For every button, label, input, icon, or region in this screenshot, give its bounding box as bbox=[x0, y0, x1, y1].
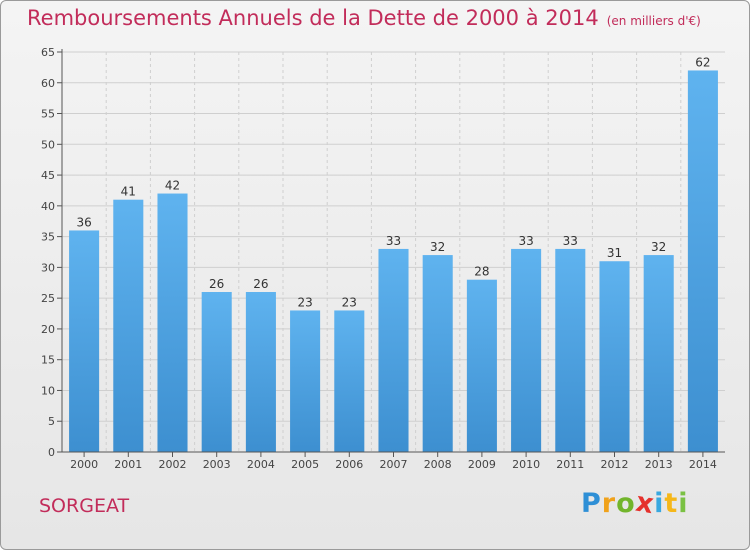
logo-letter: o bbox=[616, 488, 636, 519]
x-tick-label: 2013 bbox=[645, 458, 673, 471]
bar bbox=[201, 292, 232, 452]
bar-value-label: 31 bbox=[607, 246, 622, 260]
x-tick-label: 2012 bbox=[601, 458, 629, 471]
y-tick-label: 25 bbox=[41, 292, 55, 305]
bar bbox=[643, 255, 674, 452]
x-tick-label: 2001 bbox=[114, 458, 142, 471]
y-tick-label: 5 bbox=[48, 415, 55, 428]
x-tick-label: 2010 bbox=[512, 458, 540, 471]
x-tick-label: 2009 bbox=[468, 458, 496, 471]
logo-letter: P bbox=[581, 488, 602, 519]
bar bbox=[113, 199, 144, 452]
x-tick-label: 2005 bbox=[291, 458, 319, 471]
bar bbox=[599, 261, 630, 452]
proxiti-logo: Proxiti bbox=[581, 487, 689, 521]
bar bbox=[555, 248, 586, 452]
chart-title: Remboursements Annuels de la Dette de 20… bbox=[27, 6, 701, 30]
logo-letter: t bbox=[664, 488, 679, 519]
bar-value-label: 26 bbox=[253, 277, 268, 291]
bar-value-label: 42 bbox=[165, 179, 180, 193]
bar-value-label: 36 bbox=[76, 215, 91, 229]
x-tick-label: 2014 bbox=[689, 458, 717, 471]
x-tick-label: 2006 bbox=[335, 458, 363, 471]
x-tick-label: 2011 bbox=[556, 458, 584, 471]
y-tick-label: 10 bbox=[41, 384, 55, 397]
x-tick-label: 2003 bbox=[203, 458, 231, 471]
bar-value-label: 33 bbox=[563, 234, 578, 248]
y-tick-label: 0 bbox=[48, 446, 55, 459]
chart-title-text: Remboursements Annuels de la Dette de 20… bbox=[27, 6, 599, 30]
bar bbox=[422, 255, 453, 452]
x-tick-label: 2002 bbox=[159, 458, 187, 471]
chart-subtitle: (en milliers d'€) bbox=[606, 14, 701, 28]
y-tick-label: 55 bbox=[41, 108, 55, 121]
x-tick-label: 2008 bbox=[424, 458, 452, 471]
y-tick-label: 30 bbox=[41, 261, 55, 274]
bar-value-label: 33 bbox=[518, 234, 533, 248]
bar bbox=[466, 279, 497, 452]
y-tick-label: 20 bbox=[41, 323, 55, 336]
logo-letter: i bbox=[678, 488, 689, 519]
y-tick-label: 15 bbox=[41, 354, 55, 367]
x-tick-label: 2000 bbox=[70, 458, 98, 471]
bar-value-label: 33 bbox=[386, 234, 401, 248]
bar-value-label: 23 bbox=[297, 295, 312, 309]
y-tick-label: 60 bbox=[41, 77, 55, 90]
bar bbox=[245, 292, 276, 452]
bar-value-label: 32 bbox=[430, 240, 445, 254]
bar bbox=[511, 248, 542, 452]
bar-value-label: 26 bbox=[209, 277, 224, 291]
y-tick-label: 35 bbox=[41, 231, 55, 244]
bar bbox=[157, 193, 188, 453]
axes: 0 5 10 15 20 25 30 35 40 45 50 55 60 65 2000 2001 2002 20… bbox=[41, 46, 725, 471]
y-tick-label: 50 bbox=[41, 138, 55, 151]
x-tick-label: 2007 bbox=[380, 458, 408, 471]
bar bbox=[69, 230, 100, 452]
bar bbox=[687, 70, 718, 452]
bar-value-label: 28 bbox=[474, 265, 489, 279]
bar-value-label: 32 bbox=[651, 240, 666, 254]
bar-value-label: 23 bbox=[342, 295, 357, 309]
y-tick-label: 40 bbox=[41, 200, 55, 213]
y-tick-label: 65 bbox=[41, 46, 55, 59]
bar bbox=[378, 248, 409, 452]
bars-group: 36 41 42 26 26 23 23 33 32 28 33 33 31 32 62 bbox=[69, 55, 718, 453]
x-tick-label: 2004 bbox=[247, 458, 275, 471]
logo-letter: r bbox=[601, 488, 617, 519]
bar-value-label: 41 bbox=[121, 185, 136, 199]
logo-letter: i bbox=[654, 488, 665, 519]
place-name: SORGEAT bbox=[39, 495, 130, 517]
bar bbox=[290, 310, 321, 452]
bar-value-label: 62 bbox=[695, 55, 710, 69]
y-tick-label: 45 bbox=[41, 169, 55, 182]
bar bbox=[334, 310, 365, 452]
